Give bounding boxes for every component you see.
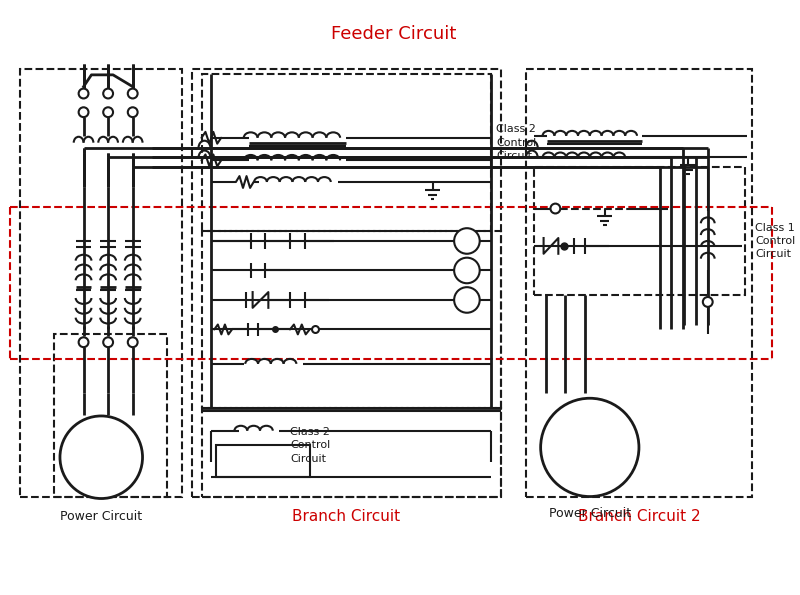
Circle shape [541,398,639,497]
Text: Power Circuit: Power Circuit [60,510,142,523]
Circle shape [128,107,138,117]
Circle shape [128,337,138,347]
Text: Class 1
Control
Circuit: Class 1 Control Circuit [755,223,795,259]
Circle shape [454,228,480,253]
Text: Branch Circuit: Branch Circuit [292,509,400,524]
Circle shape [78,337,89,347]
Circle shape [103,107,113,117]
Bar [54,334,167,497]
Bar [202,74,491,231]
Text: Power Circuit: Power Circuit [549,507,631,520]
Circle shape [103,89,113,98]
Text: Class 2
Control
Circuit: Class 2 Control Circuit [290,427,330,464]
Bar [202,231,502,408]
Bar [534,167,745,295]
Circle shape [550,203,560,214]
Circle shape [454,287,480,313]
Circle shape [78,107,89,117]
Circle shape [128,89,138,98]
Circle shape [454,258,480,283]
Bar [192,69,502,497]
Bar [20,69,182,497]
Bar [216,446,310,477]
Circle shape [103,337,113,347]
Bar [526,69,752,497]
Circle shape [703,297,713,307]
Circle shape [60,416,142,499]
Circle shape [78,89,89,98]
Text: Branch Circuit 2: Branch Circuit 2 [578,509,700,524]
Text: Feeder Circuit: Feeder Circuit [330,25,456,43]
Text: Class 2
Control
Circuit: Class 2 Control Circuit [497,124,537,161]
Bar [202,408,502,497]
